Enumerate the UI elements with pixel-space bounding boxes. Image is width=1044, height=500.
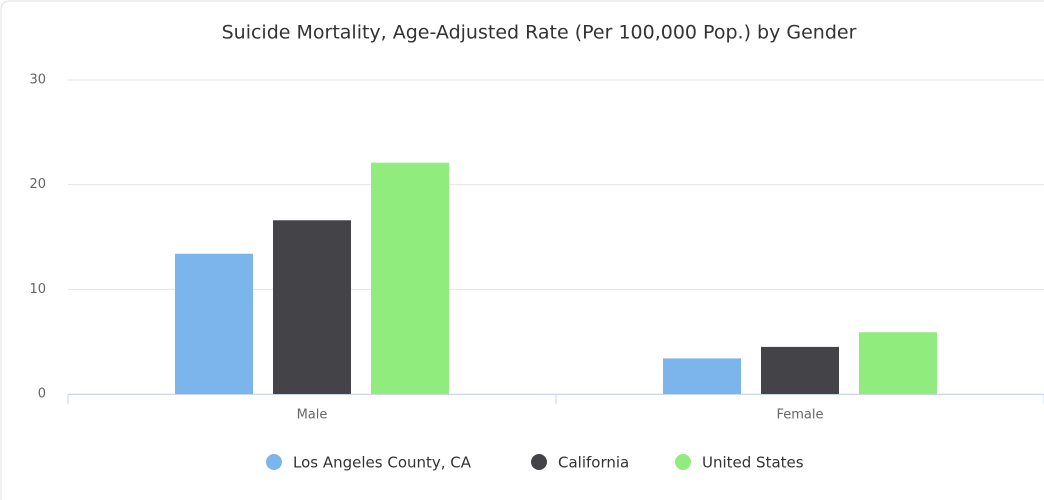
legend-marker bbox=[531, 454, 547, 470]
bar bbox=[859, 332, 937, 394]
y-tick-label: 30 bbox=[29, 73, 46, 88]
y-tick-label: 0 bbox=[38, 387, 46, 402]
x-tick-label: Female bbox=[776, 408, 823, 423]
legend-label: Los Angeles County, CA bbox=[293, 454, 472, 472]
bar bbox=[273, 220, 351, 394]
y-tick-label: 10 bbox=[29, 282, 46, 297]
legend-label: California bbox=[558, 454, 629, 472]
bar bbox=[663, 358, 741, 394]
chart-title: Suicide Mortality, Age-Adjusted Rate (Pe… bbox=[222, 22, 857, 44]
bar bbox=[761, 346, 839, 394]
x-tick-label: Male bbox=[297, 408, 328, 423]
legend-marker bbox=[266, 454, 282, 470]
y-tick-label: 20 bbox=[29, 177, 46, 192]
bar bbox=[175, 253, 253, 394]
legend-label: United States bbox=[702, 454, 804, 472]
bar bbox=[371, 162, 449, 394]
legend-marker bbox=[675, 454, 691, 470]
